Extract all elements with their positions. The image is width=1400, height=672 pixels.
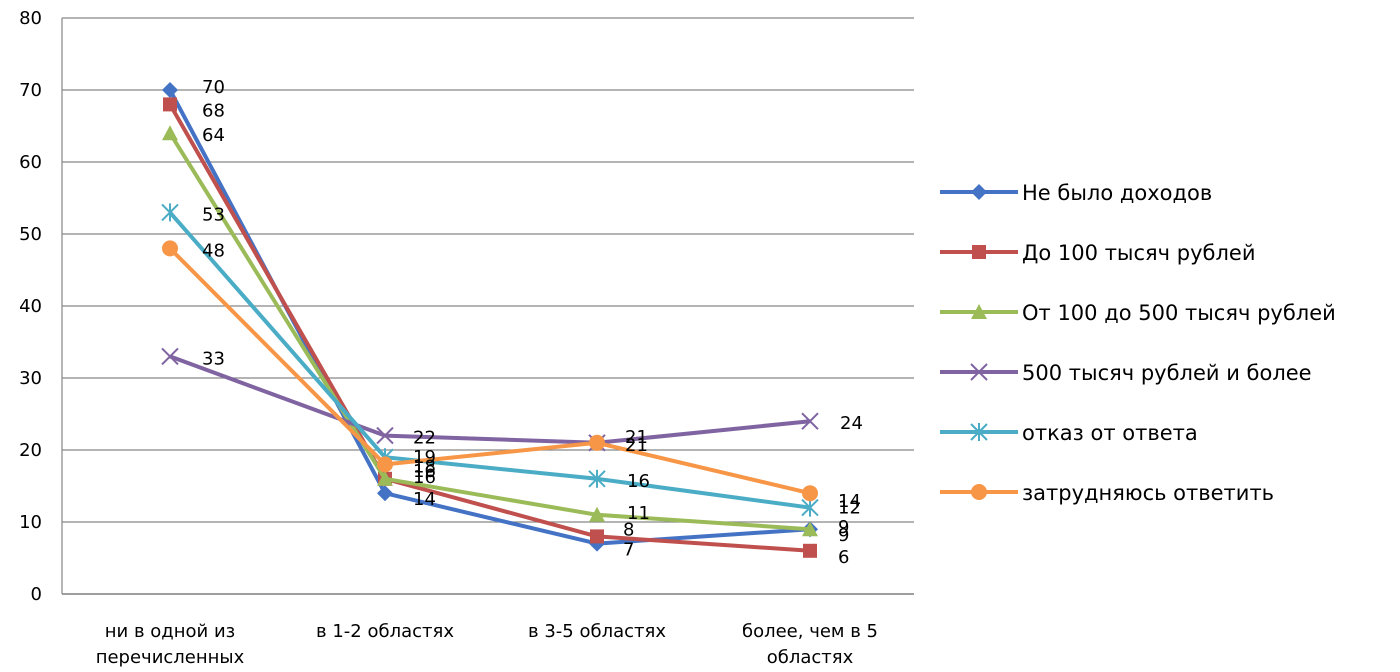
x-category-label: в 3-5 областях bbox=[528, 621, 666, 642]
data-label: 16 bbox=[413, 467, 436, 488]
data-label: 21 bbox=[625, 435, 648, 456]
series-line bbox=[168, 132, 811, 532]
series-line bbox=[168, 89, 811, 546]
y-tick-label: 10 bbox=[19, 512, 42, 533]
data-label: 16 bbox=[413, 461, 436, 482]
series-line bbox=[168, 211, 811, 510]
data-point-marker bbox=[377, 485, 393, 502]
legend-marker bbox=[971, 484, 987, 500]
y-tick-label: 0 bbox=[31, 584, 42, 605]
data-label: 11 bbox=[627, 503, 650, 524]
series-3 bbox=[161, 347, 819, 452]
data-label: 8 bbox=[623, 519, 634, 540]
data-label: 64 bbox=[202, 125, 225, 146]
data-point-marker bbox=[162, 82, 178, 98]
legend-label: От 100 до 500 тысяч рублей bbox=[1022, 301, 1336, 325]
data-label: 16 bbox=[627, 471, 650, 492]
data-label: 9 bbox=[838, 525, 849, 546]
x-category-label: более, чем в 5 областях bbox=[742, 621, 878, 668]
series-line bbox=[169, 354, 811, 445]
data-point-marker bbox=[376, 426, 394, 445]
series-1 bbox=[163, 97, 817, 558]
data-point-marker bbox=[589, 506, 605, 522]
legend-marker bbox=[972, 245, 986, 259]
data-label: 21 bbox=[625, 427, 648, 448]
y-tick-label: 60 bbox=[19, 152, 42, 173]
data-point-marker bbox=[163, 97, 177, 112]
series-2 bbox=[162, 125, 818, 537]
legend: Не было доходов До 100 тысяч рублей От 100… bbox=[940, 181, 1336, 505]
legend-marker bbox=[970, 423, 988, 441]
y-axis-ticks: 0 10 20 30 40 50 60 70 80 bbox=[19, 8, 42, 605]
data-label: 53 bbox=[202, 204, 225, 225]
data-point-marker bbox=[161, 203, 179, 222]
legend-label: Не было доходов bbox=[1022, 181, 1212, 205]
data-point-marker bbox=[801, 498, 819, 517]
series-line bbox=[168, 103, 811, 553]
data-label: 70 bbox=[202, 77, 225, 98]
legend-entry: отказ от ответа bbox=[940, 421, 1198, 445]
data-label: 6 bbox=[838, 547, 849, 568]
y-tick-label: 40 bbox=[19, 296, 42, 317]
data-point-marker bbox=[377, 456, 393, 473]
data-label: 68 bbox=[202, 100, 225, 121]
y-tick-label: 30 bbox=[19, 368, 42, 389]
legend-label: 500 тысяч рублей и более bbox=[1022, 361, 1312, 385]
legend-entry: Не было доходов bbox=[940, 181, 1212, 205]
data-label: 24 bbox=[840, 413, 863, 434]
data-label: 22 bbox=[413, 428, 436, 449]
x-category-label: в 1-2 областях bbox=[316, 621, 454, 642]
series-4 bbox=[161, 203, 819, 517]
data-label: 7 bbox=[623, 540, 634, 561]
data-label: 19 bbox=[413, 447, 436, 468]
y-tick-label: 80 bbox=[19, 8, 42, 29]
series-line bbox=[168, 246, 811, 496]
y-tick-label: 50 bbox=[19, 224, 42, 245]
data-point-marker bbox=[590, 529, 604, 544]
data-label: 14 bbox=[413, 489, 436, 510]
legend-entry: 500 тысяч рублей и более bbox=[940, 361, 1312, 385]
data-point-marker bbox=[803, 543, 817, 558]
data-point-marker bbox=[377, 470, 393, 486]
data-label: 9 bbox=[838, 517, 849, 538]
legend-label: отказ от ответа bbox=[1022, 421, 1198, 445]
legend-label: затрудняюсь ответить bbox=[1022, 481, 1274, 505]
legend-marker bbox=[971, 304, 987, 319]
legend-marker bbox=[971, 184, 987, 200]
data-point-marker bbox=[161, 347, 179, 366]
x-category-label: ни в одной из перечисленных bbox=[96, 621, 245, 668]
legend-entry: затрудняюсь ответить bbox=[940, 481, 1274, 505]
data-label: 48 bbox=[202, 240, 225, 261]
data-label: 12 bbox=[838, 498, 861, 519]
data-point-marker bbox=[162, 240, 178, 257]
data-label: 33 bbox=[202, 348, 225, 369]
series-lines bbox=[161, 82, 819, 558]
series-5 bbox=[162, 240, 818, 502]
data-point-marker bbox=[802, 485, 818, 502]
data-point-marker bbox=[588, 469, 606, 488]
legend-marker bbox=[970, 363, 988, 381]
legend-entry: До 100 тысяч рублей bbox=[940, 241, 1255, 265]
data-point-marker bbox=[801, 412, 819, 430]
data-point-marker bbox=[162, 125, 178, 141]
data-point-marker bbox=[802, 521, 818, 537]
x-axis-categories: ни в одной из перечисленных в 1-2 областях… bbox=[96, 621, 878, 668]
y-tick-label: 70 bbox=[19, 80, 42, 101]
y-tick-label: 20 bbox=[19, 440, 42, 461]
data-point-marker bbox=[589, 434, 605, 451]
legend-entry: От 100 до 500 тысяч рублей bbox=[940, 301, 1336, 325]
data-label: 14 bbox=[838, 491, 861, 512]
data-label: 18 bbox=[413, 456, 436, 477]
legend-label: До 100 тысяч рублей bbox=[1022, 241, 1255, 265]
